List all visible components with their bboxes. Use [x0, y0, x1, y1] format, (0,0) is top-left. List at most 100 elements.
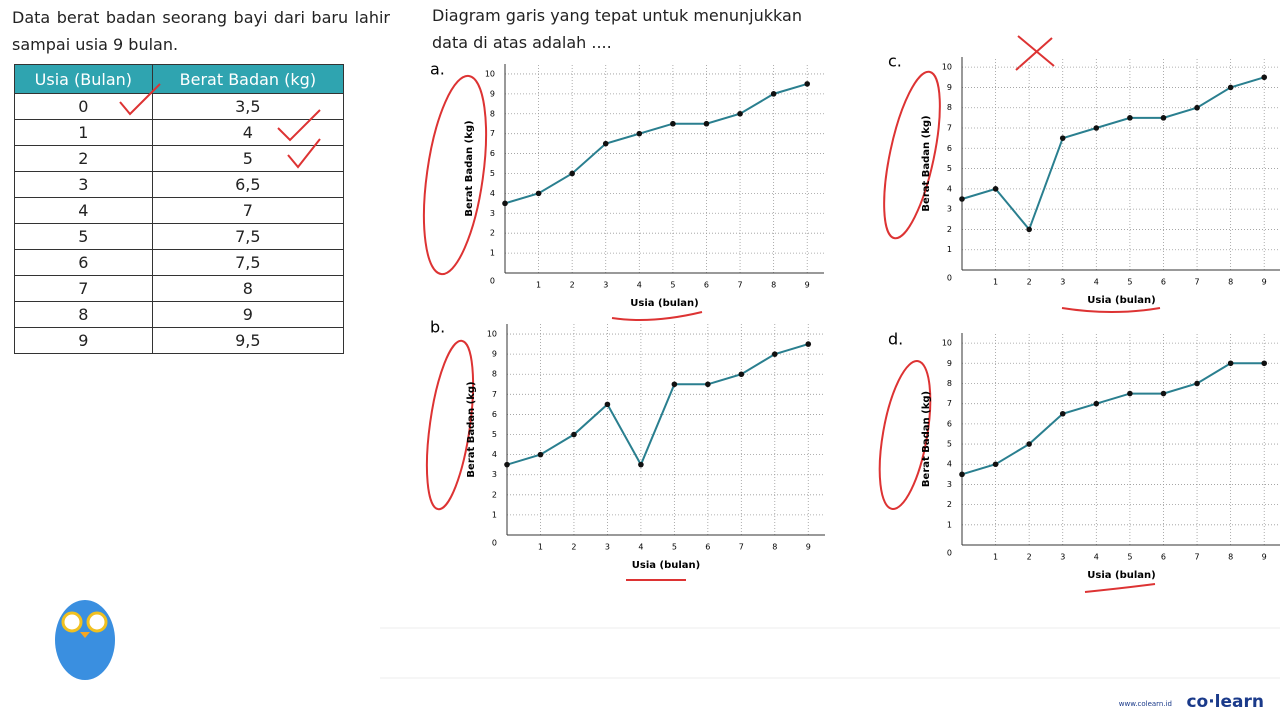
table-cell: 7,5 [151, 249, 345, 276]
data-line [504, 82, 808, 205]
data-point [1026, 441, 1032, 447]
y-tick-label: 6 [490, 149, 495, 158]
data-point [671, 381, 678, 388]
x-tick-label: 9 [806, 543, 811, 552]
underline [611, 311, 703, 321]
mascot [55, 600, 115, 680]
x-tick-label: 4 [1094, 278, 1099, 287]
y-tick-label: 1 [490, 249, 495, 258]
data-point [1026, 226, 1032, 233]
x-tick-label: 6 [705, 543, 710, 552]
data-point [804, 81, 811, 87]
x-axis-label: Usia (bulan) [1087, 570, 1155, 581]
y-tick-label: 4 [490, 189, 495, 198]
data-point [571, 431, 577, 438]
option-label: a. [430, 60, 445, 79]
y-tick-label: 7 [492, 390, 497, 399]
y-tick-label: 0 [492, 539, 497, 548]
y-tick-label: 10 [942, 339, 952, 348]
table-row: 5 7,5 [14, 223, 345, 250]
data-point [537, 451, 544, 458]
y-tick-label: 0 [947, 274, 952, 283]
data-point [737, 110, 743, 117]
check-mark [277, 109, 321, 142]
x-tick-label: 6 [1161, 553, 1166, 562]
table-cell: 6 [14, 249, 153, 276]
x-tick-label: 5 [1127, 278, 1132, 287]
line-chart: c. 0 1 2 3 4 5 6 7 8 9 10 1 2 3 4 5 6 7 8 9 Usia (bulan) Berat… [888, 52, 1280, 306]
data-point [1227, 84, 1234, 91]
y-tick-label: 7 [490, 129, 495, 138]
y-tick-label: 6 [947, 144, 952, 153]
data-line [506, 343, 809, 467]
data-point [1059, 410, 1066, 417]
brand-url: www.colearn.id [1118, 700, 1172, 708]
y-tick-label: 5 [490, 169, 495, 178]
y-tick-label: 2 [490, 229, 495, 238]
y-tick-label: 10 [487, 330, 497, 339]
data-point [1261, 74, 1268, 81]
table-cell: 8 [151, 275, 345, 302]
data-point [1227, 360, 1234, 367]
prompt: Diagram garis yang tepat untuk menunjukk… [432, 6, 802, 52]
data-point [992, 461, 999, 468]
y-tick-label: 4 [947, 460, 952, 469]
x-tick-label: 9 [805, 281, 810, 290]
x-tick-label: 1 [536, 281, 541, 290]
data-point [670, 120, 676, 127]
option-label: b. [430, 318, 445, 337]
y-tick-label: 7 [947, 124, 952, 133]
table-cell: 1 [14, 119, 153, 146]
brand-name: co·learn [1186, 692, 1264, 712]
table-row: 6 7,5 [14, 249, 345, 276]
data-table: Usia (Bulan) Berat Badan (kg) 0 3,5 1 4 2 5 3 6… [14, 64, 345, 354]
underline [1061, 307, 1161, 313]
data-point [705, 381, 711, 388]
mascot-beak [80, 632, 90, 638]
y-tick-label: 4 [947, 184, 952, 193]
y-tick-label: 5 [492, 430, 497, 439]
y-tick-label: 7 [947, 399, 952, 408]
table-cell: 7,5 [151, 223, 345, 250]
y-tick-label: 10 [485, 69, 495, 78]
x-axis-label: Usia (bulan) [632, 560, 700, 571]
data-point [738, 371, 745, 378]
header-cell: Usia (Bulan) [14, 64, 153, 94]
table-body: 0 3,5 1 4 2 5 3 6,5 4 7 5 7,5 6 7,5 7 8 8 9 9 9,5 [14, 93, 345, 354]
mascot-body [55, 600, 115, 680]
data-point [1194, 380, 1200, 387]
line-chart: d. 0 1 2 3 4 5 6 7 8 9 10 1 2 3 4 5 6 7 8 9 Usia (bulan) Berat… [888, 330, 1280, 581]
y-tick-label: 0 [490, 277, 495, 286]
x-tick-label: 4 [637, 281, 642, 290]
y-tick-label: 8 [947, 379, 952, 388]
annotations [119, 35, 1161, 593]
y-tick-label: 5 [947, 164, 952, 173]
table-cell: 9 [14, 327, 153, 354]
x-tick-label: 3 [1060, 278, 1065, 287]
table-cell: 8 [14, 301, 153, 328]
x-tick-label: 5 [670, 281, 675, 290]
y-tick-label: 1 [492, 510, 497, 519]
data-point [604, 401, 611, 408]
data-point [1160, 115, 1167, 121]
table-cell: 5 [151, 145, 345, 172]
y-tick-label: 9 [492, 350, 497, 359]
x-tick-label: 2 [1027, 278, 1032, 287]
check-mark [119, 83, 161, 116]
y-tick-label: 3 [947, 205, 952, 214]
y-tick-label: 4 [492, 450, 497, 459]
data-point [638, 461, 644, 468]
table-cell: 9 [151, 301, 345, 328]
data-point [703, 120, 710, 127]
y-tick-label: 2 [947, 500, 952, 509]
y-tick-label: 0 [947, 549, 952, 558]
data-line [961, 76, 1265, 232]
y-tick-label: 3 [947, 480, 952, 489]
data-point [992, 186, 999, 192]
y-tick-label: 6 [492, 410, 497, 419]
header-cell: Berat Badan (kg) [151, 64, 345, 94]
data-point [959, 196, 965, 202]
